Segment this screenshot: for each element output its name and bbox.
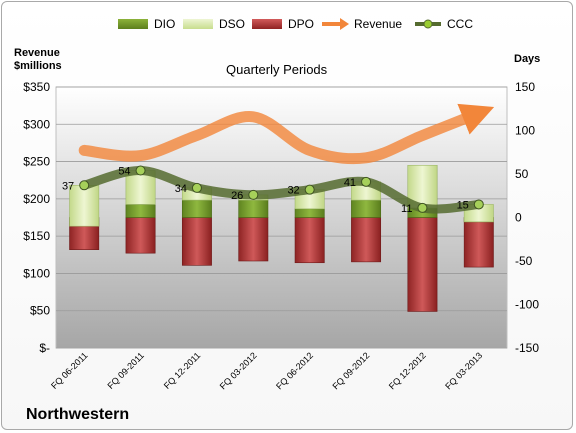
legend-label-ccc: CCC (447, 17, 473, 31)
ccc-marker-icon (415, 19, 441, 29)
ccc-data-label: 26 (231, 190, 243, 202)
left-tick-label: $300 (23, 117, 50, 131)
ccc-point (473, 199, 484, 210)
ccc-point (79, 180, 90, 191)
category-label: FQ 03-2012 (218, 350, 259, 391)
right-tick-label: 0 (515, 211, 522, 225)
legend-item-revenue: Revenue (320, 14, 402, 34)
left-tick-label: $50 (30, 304, 50, 318)
left-axis-title-line1: Revenue (14, 47, 60, 59)
ccc-data-label: 54 (118, 166, 130, 178)
category-label: FQ 12-2011 (162, 350, 203, 391)
right-tick-label: 50 (515, 167, 529, 181)
ccc-data-label: 37 (62, 180, 74, 192)
dio-bar (351, 199, 382, 218)
dio-bar (181, 199, 212, 218)
category-label: FQ 06-2012 (274, 350, 315, 391)
left-tick-label: $100 (23, 266, 50, 280)
legend-item-dpo: DPO (252, 14, 314, 34)
legend-label-dpo: DPO (288, 17, 315, 31)
ccc-data-label: 41 (344, 177, 356, 189)
legend: DIO DSO DPO Revenue CCC (0, 14, 576, 34)
right-tick-label: 100 (515, 124, 535, 138)
ccc-point (191, 182, 202, 193)
dpo-bar (407, 217, 438, 312)
category-label: FQ 09-2012 (330, 350, 371, 391)
ccc-point (417, 202, 428, 213)
ccc-data-label: 11 (401, 203, 412, 215)
dso-swatch (183, 19, 213, 29)
category-label: FQ 03-2013 (443, 350, 484, 391)
dpo-bar (125, 217, 156, 254)
legend-label-dso: DSO (219, 17, 246, 31)
right-axis-title: Days (514, 53, 541, 65)
company-name: Northwestern (26, 406, 130, 423)
dpo-bar (351, 217, 382, 263)
left-tick-label: $350 (23, 80, 50, 94)
right-tick-label: -100 (515, 298, 539, 312)
ccc-line (79, 166, 484, 214)
right-tick-label: 150 (515, 80, 535, 94)
revenue-arrow-icon (322, 18, 349, 30)
ccc-data-label: 32 (287, 185, 299, 197)
right-tick-label: -150 (515, 341, 539, 355)
left-tick-label: $150 (23, 229, 50, 243)
ccc-point (248, 189, 259, 200)
legend-item-dio: DIO (118, 14, 175, 34)
left-tick-label: $- (39, 341, 50, 355)
dpo-bar (238, 217, 269, 262)
dpo-bar (294, 217, 325, 264)
dio-bar (238, 199, 269, 218)
ccc-point (361, 176, 372, 187)
left-axis-title: Revenue $millions (14, 47, 62, 73)
dpo-bar (463, 217, 494, 268)
legend-item-dso: DSO (183, 14, 245, 34)
right-tick-label: -50 (515, 254, 533, 268)
dio-bar (125, 204, 156, 218)
left-tick-label: $250 (23, 155, 50, 169)
category-label: FQ 12-2012 (387, 350, 428, 391)
dpo-swatch (252, 19, 282, 29)
dio-swatch (118, 19, 148, 29)
dpo-bar (181, 217, 212, 266)
revenue-line (78, 103, 495, 165)
ccc-data-label: 15 (457, 199, 469, 211)
legend-label-dio: DIO (154, 17, 176, 31)
dso-bar (69, 185, 100, 227)
legend-item-ccc: CCC (413, 14, 473, 34)
category-label: FQ 09-2011 (105, 350, 146, 391)
legend-label-revenue: Revenue (354, 17, 403, 31)
left-tick-label: $200 (23, 192, 50, 206)
ccc-data-label: 34 (175, 183, 187, 195)
category-label: FQ 06-2011 (49, 350, 90, 391)
chart-title: Quarterly Periods (226, 62, 328, 77)
ccc-point (135, 165, 146, 176)
dio-bar (294, 208, 325, 218)
ccc-point (304, 184, 315, 195)
left-axis-title-line2: $millions (14, 60, 62, 72)
